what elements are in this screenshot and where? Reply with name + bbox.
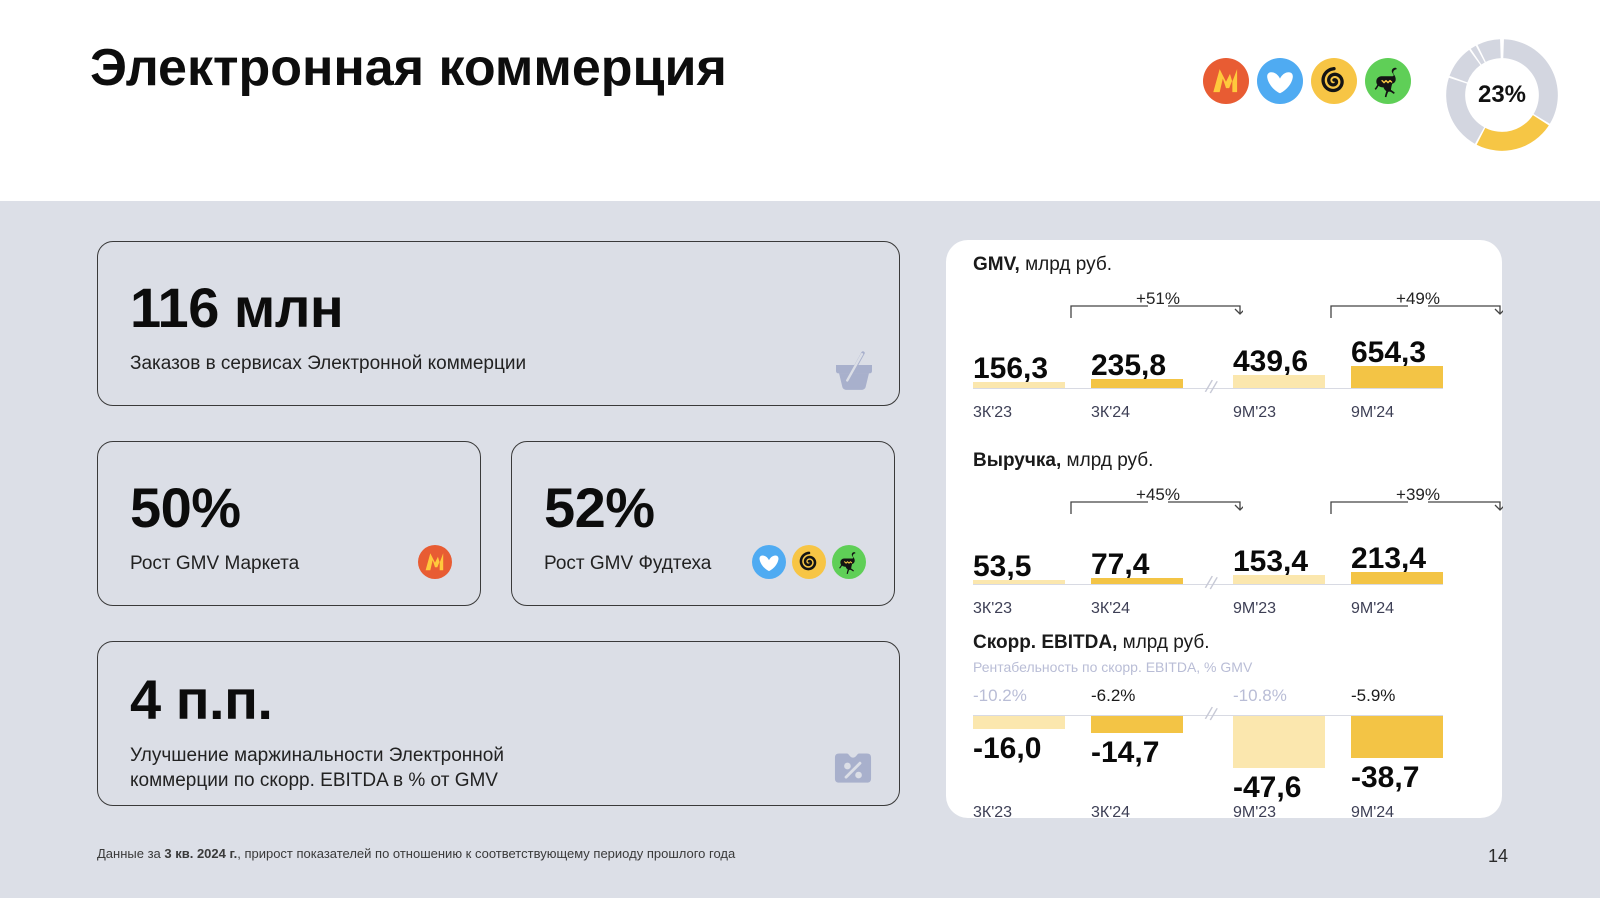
svg-text:+45%: +45% xyxy=(1136,488,1180,504)
svg-text:+51%: +51% xyxy=(1136,292,1180,308)
svg-text:+49%: +49% xyxy=(1396,292,1440,308)
svg-text:+39%: +39% xyxy=(1396,488,1440,504)
